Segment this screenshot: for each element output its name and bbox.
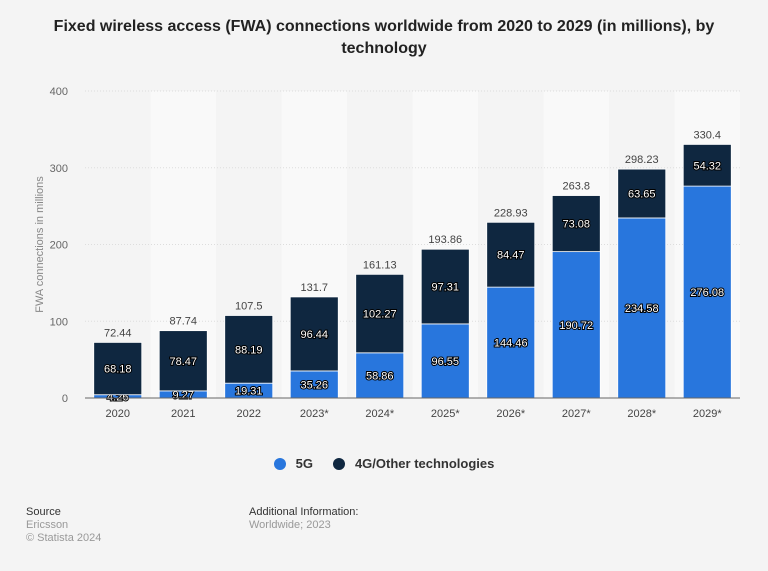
x-tick-label: 2023* [300,408,329,420]
bar-segment [682,185,732,399]
source-label: Source [26,506,61,518]
legend-label: 5G [295,456,313,471]
data-label: 190.72 [559,320,593,332]
y-tick-label: 400 [50,86,68,98]
bar-segment [617,217,667,399]
legend-item-5g[interactable]: 5G [273,456,313,471]
bar-segment [551,195,601,253]
bar-segment [551,251,601,399]
data-label: 54.32 [693,160,721,172]
y-tick-label: 0 [62,393,68,405]
x-tick-label: 2021 [171,408,195,420]
total-label: 87.74 [169,316,197,328]
data-label: 68.18 [104,364,132,376]
total-label: 193.86 [428,234,462,246]
total-label: 72.44 [104,327,132,339]
source-link[interactable]: Ericsson [26,519,69,531]
data-label: 84.47 [497,250,525,262]
total-label: 161.13 [363,259,397,271]
data-label: 35.26 [300,379,328,391]
bar-segment [420,323,470,399]
data-label: 234.58 [625,303,659,315]
data-label: 58.86 [366,370,394,382]
bar-segment [486,221,536,288]
x-tick-label: 2020 [106,408,130,420]
data-label: 73.08 [562,219,590,231]
bar-segment [420,248,470,325]
bar-segment [158,330,208,392]
source-block: Source Ericsson © Statista 2024 [26,506,101,545]
x-tick-label: 2026* [496,408,525,420]
data-label: 88.19 [235,344,263,356]
total-label: 228.93 [494,207,528,219]
x-tick-label: 2027* [562,408,591,420]
legend-dot-5g [273,457,286,470]
bar-segment [682,144,732,187]
data-label: 96.44 [300,329,328,341]
bar-segment [355,273,405,354]
bar-segment [289,296,339,372]
data-label: 144.46 [494,338,528,350]
data-label: 19.31 [235,386,263,398]
stacked-bar-chart: 0 100 200 300 400 FWA connections in millions… [34,86,740,420]
total-label: 330.4 [693,129,721,141]
x-tick-label: 2025* [431,408,460,420]
y-axis-label: FWA connections in millions [34,176,46,313]
x-tick-label: 2029* [693,408,722,420]
chart-title: Fixed wireless access (FWA) connections … [53,18,715,57]
copyright: © Statista 2024 [26,532,102,544]
data-label: 97.31 [431,282,459,294]
x-tick-label: 2022 [237,408,261,420]
y-tick-label: 300 [50,163,68,175]
additional-info-block[interactable]: Additional Information: Worldwide; 2023 [249,506,358,532]
bar-segment [224,315,274,384]
total-label: 263.8 [562,181,590,193]
bar-segment [486,286,536,399]
total-label: 131.7 [300,282,328,294]
x-tick-label: 2024* [365,408,394,420]
data-label: 63.65 [628,189,656,201]
bar-segment [355,352,405,399]
legend-label: 4G/Other technologies [354,456,495,471]
x-tick-label: 2028* [627,408,656,420]
total-label: 107.5 [235,300,263,312]
data-label: 78.47 [169,356,197,368]
y-tick-label: 100 [50,316,68,328]
legend-dot-4g [332,457,345,470]
data-label: 276.08 [690,287,724,299]
legend: 5G 4G/Other technologies [0,456,768,471]
bar-segment [93,342,143,396]
total-label: 298.23 [625,154,659,166]
data-label: 102.27 [363,309,397,321]
info-label: Additional Information: [249,506,359,518]
legend-item-4g[interactable]: 4G/Other technologies [332,456,495,471]
info-text: Worldwide; 2023 [249,519,331,531]
data-label: 96.55 [431,356,459,368]
bar-segment [617,168,667,219]
y-tick-label: 200 [50,240,68,252]
